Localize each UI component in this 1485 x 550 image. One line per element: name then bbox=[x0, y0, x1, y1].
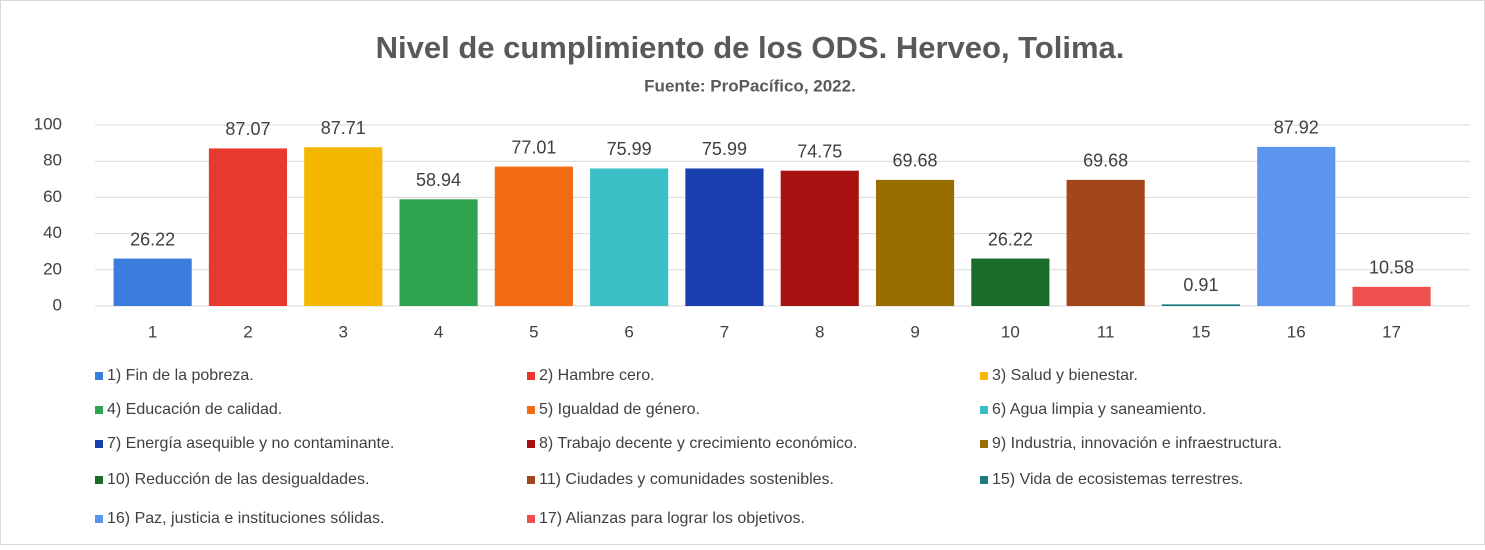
bar bbox=[399, 199, 478, 306]
legend-swatch bbox=[95, 440, 103, 448]
legend-label: 10) Reducción de las desigualdades. bbox=[107, 471, 369, 488]
y-tick-label: 100 bbox=[34, 114, 62, 133]
value-label: 87.92 bbox=[1274, 118, 1319, 138]
value-label: 0.91 bbox=[1183, 275, 1218, 295]
legend-label: 16) Paz, justicia e instituciones sólida… bbox=[107, 510, 384, 527]
value-label: 10.58 bbox=[1369, 258, 1414, 278]
legend-label: 17) Alianzas para lograr los objetivos. bbox=[539, 510, 805, 527]
bar bbox=[590, 168, 669, 306]
legend-label: 9) Industria, innovación e infraestructu… bbox=[992, 435, 1282, 452]
legend-swatch bbox=[527, 440, 535, 448]
legend-swatch bbox=[95, 515, 103, 523]
x-tick-label: 15 bbox=[1191, 322, 1210, 341]
value-label: 75.99 bbox=[607, 139, 652, 159]
legend-label: 5) Igualdad de género. bbox=[539, 401, 700, 418]
bar bbox=[1066, 179, 1145, 306]
x-tick-label: 1 bbox=[148, 322, 157, 341]
legend-swatch bbox=[527, 476, 535, 484]
legend-label: 15) Vida de ecosistemas terrestres. bbox=[992, 471, 1243, 488]
x-tick-label: 5 bbox=[529, 322, 538, 341]
value-label: 87.71 bbox=[321, 118, 366, 138]
legend-swatch bbox=[980, 476, 988, 484]
value-label: 26.22 bbox=[130, 229, 175, 249]
legend-label: 3) Salud y bienestar. bbox=[992, 367, 1138, 384]
value-label: 75.99 bbox=[702, 139, 747, 159]
legend-swatch bbox=[527, 515, 535, 523]
bar bbox=[494, 166, 573, 306]
legend-swatch bbox=[980, 406, 988, 414]
value-label: 77.01 bbox=[511, 137, 556, 157]
bar bbox=[971, 258, 1050, 306]
bar bbox=[208, 148, 288, 306]
legend-swatch bbox=[527, 372, 535, 380]
x-tick-label: 17 bbox=[1382, 322, 1401, 341]
bar bbox=[685, 168, 764, 306]
value-label: 74.75 bbox=[797, 141, 842, 161]
y-tick-label: 0 bbox=[53, 295, 62, 314]
x-tick-label: 6 bbox=[624, 322, 633, 341]
bar bbox=[875, 179, 955, 306]
value-label: 87.07 bbox=[225, 119, 270, 139]
x-tick-label: 10 bbox=[1001, 322, 1020, 341]
bar bbox=[113, 258, 192, 306]
legend-label: 7) Energía asequible y no contaminante. bbox=[107, 435, 394, 452]
legend-label: 6) Agua limpia y saneamiento. bbox=[992, 401, 1206, 418]
value-label: 26.22 bbox=[988, 229, 1033, 249]
x-tick-label: 7 bbox=[720, 322, 729, 341]
x-tick-label: 3 bbox=[339, 322, 348, 341]
x-tick-label: 4 bbox=[434, 322, 443, 341]
bar bbox=[304, 147, 383, 306]
bar bbox=[1161, 304, 1241, 306]
legend-label: 4) Educación de calidad. bbox=[107, 401, 282, 418]
legend-label: 1) Fin de la pobreza. bbox=[107, 367, 254, 384]
x-tick-label: 2 bbox=[243, 322, 252, 341]
legend-swatch bbox=[527, 406, 535, 414]
chart-subtitle: Fuente: ProPacífico, 2022. bbox=[644, 76, 856, 95]
legend-label: 8) Trabajo decente y crecimiento económi… bbox=[539, 435, 857, 452]
bar bbox=[1257, 146, 1336, 306]
value-label: 69.68 bbox=[893, 151, 938, 171]
x-tick-label: 11 bbox=[1097, 322, 1115, 341]
y-tick-label: 20 bbox=[43, 259, 62, 278]
legend-swatch bbox=[95, 476, 103, 484]
y-tick-label: 60 bbox=[43, 187, 62, 206]
legend-label: 11) Ciudades y comunidades sostenibles. bbox=[539, 471, 834, 488]
legend-label: 2) Hambre cero. bbox=[539, 367, 655, 384]
legend-swatch bbox=[980, 372, 988, 380]
y-tick-label: 40 bbox=[43, 223, 62, 242]
y-tick-label: 80 bbox=[43, 151, 62, 170]
bar bbox=[780, 170, 859, 306]
bar bbox=[1352, 286, 1431, 306]
value-label: 58.94 bbox=[416, 170, 461, 190]
legend-swatch bbox=[980, 440, 988, 448]
x-tick-label: 16 bbox=[1287, 322, 1306, 341]
legend-swatch bbox=[95, 372, 103, 380]
x-tick-label: 8 bbox=[815, 322, 824, 341]
x-tick-label: 9 bbox=[910, 322, 919, 341]
value-label: 69.68 bbox=[1083, 151, 1128, 171]
legend-swatch bbox=[95, 406, 103, 414]
chart-title: Nivel de cumplimiento de los ODS. Herveo… bbox=[376, 30, 1125, 65]
